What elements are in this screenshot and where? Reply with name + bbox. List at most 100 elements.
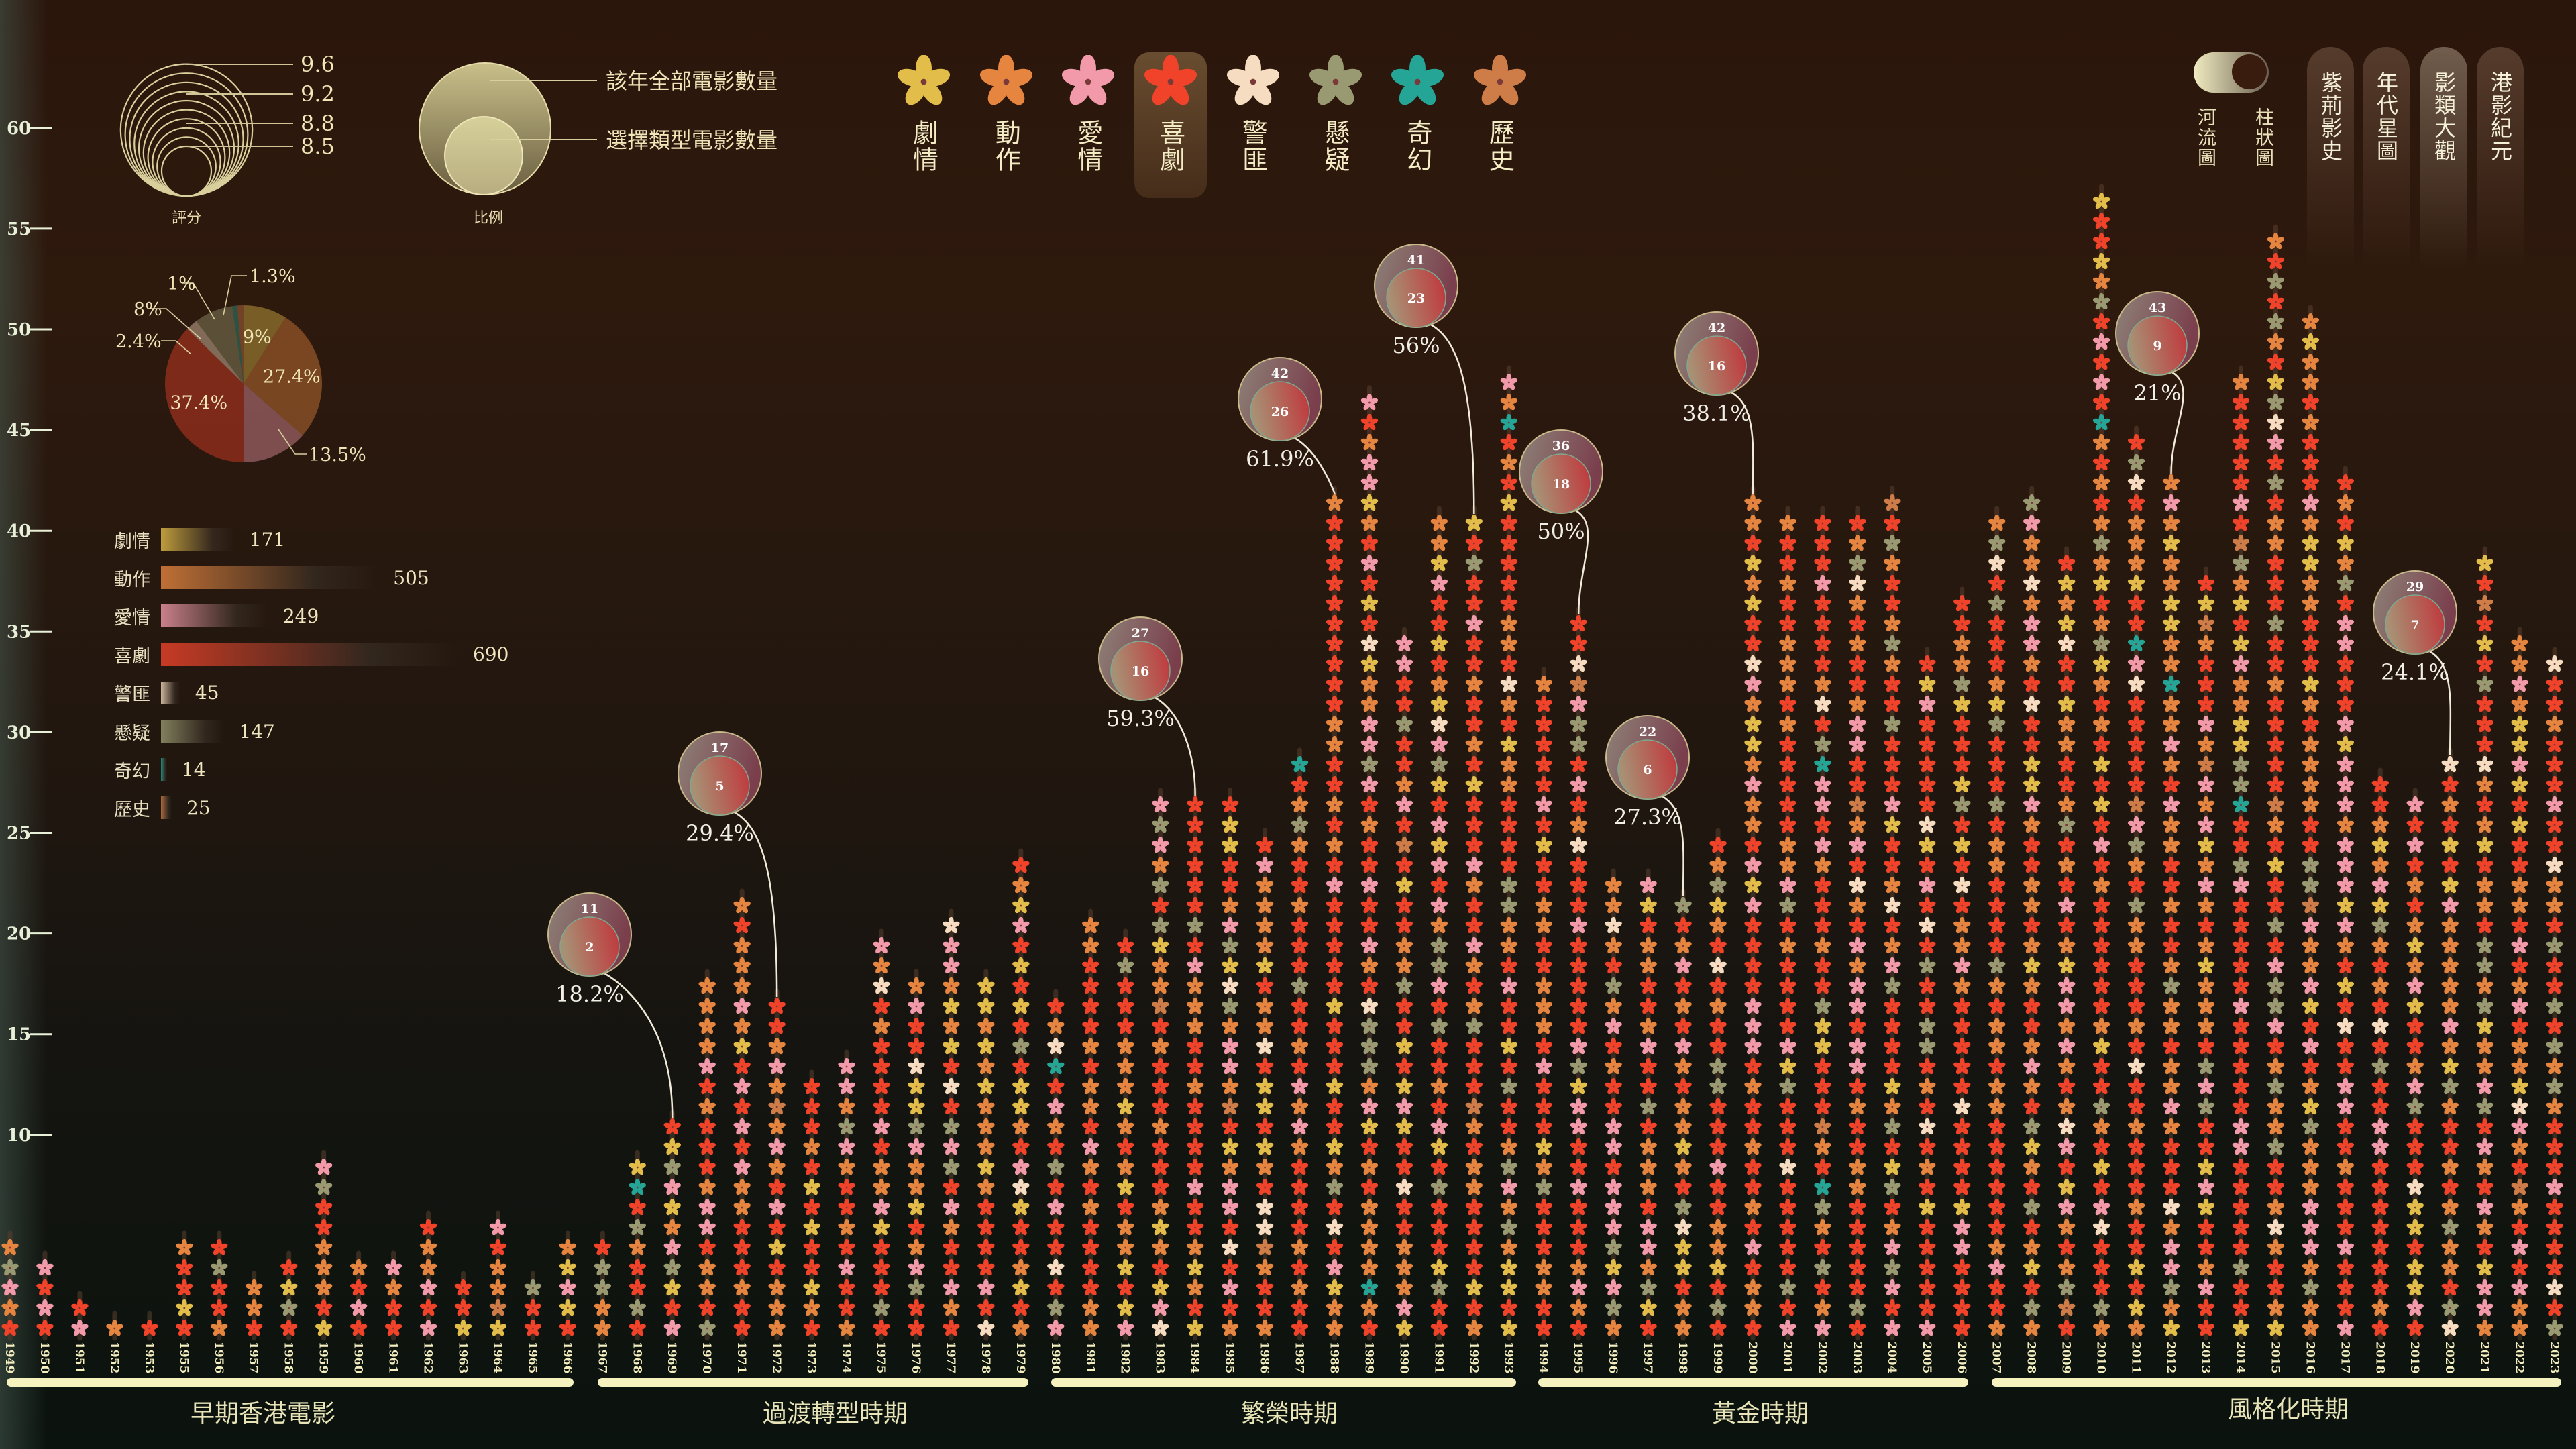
- genre-count-name: 動作: [114, 569, 150, 590]
- annotation-bubble[interactable]: 42 26 61.9%: [1238, 357, 1336, 494]
- year-column[interactable]: [1221, 788, 1240, 1341]
- year-column[interactable]: [2162, 466, 2181, 1341]
- year-column[interactable]: [1674, 888, 1693, 1341]
- year-column[interactable]: [36, 1250, 54, 1341]
- year-column[interactable]: [419, 1210, 438, 1341]
- year-column[interactable]: [1012, 848, 1030, 1341]
- year-column[interactable]: [1569, 606, 1588, 1341]
- nav-tab[interactable]: 紫荊影史: [2307, 47, 2354, 268]
- year-column[interactable]: [2302, 305, 2320, 1341]
- year-column[interactable]: [70, 1291, 89, 1341]
- genre-button[interactable]: 警匪: [1217, 52, 1289, 198]
- year-column[interactable]: [1186, 788, 1205, 1341]
- year-column[interactable]: [489, 1210, 508, 1341]
- year-column[interactable]: [1709, 828, 1727, 1341]
- year-column[interactable]: [663, 1110, 682, 1341]
- genre-button[interactable]: 懸疑: [1299, 52, 1372, 198]
- year-column[interactable]: [2545, 647, 2564, 1341]
- year-column[interactable]: [733, 888, 751, 1341]
- annotation-bubble[interactable]: 17 5 29.4%: [678, 731, 778, 998]
- year-column[interactable]: [524, 1271, 543, 1341]
- year-column[interactable]: [1, 1230, 19, 1341]
- annotation-bubble[interactable]: 43 9 21%: [2115, 291, 2200, 474]
- year-column[interactable]: [1953, 586, 1972, 1341]
- year-column[interactable]: [1326, 486, 1344, 1341]
- year-column[interactable]: [1639, 868, 1658, 1341]
- view-toggle-switch[interactable]: [2194, 52, 2269, 93]
- year-column[interactable]: [872, 928, 891, 1341]
- year-column[interactable]: [2092, 184, 2111, 1341]
- genre-button[interactable]: 動作: [970, 52, 1042, 198]
- year-column[interactable]: [1743, 486, 1762, 1341]
- year-column[interactable]: [175, 1230, 194, 1341]
- year-column[interactable]: [559, 1230, 578, 1341]
- year-column[interactable]: [1918, 647, 1937, 1341]
- year-column[interactable]: [594, 1230, 612, 1341]
- year-column[interactable]: [698, 969, 716, 1341]
- year-column[interactable]: [1081, 908, 1100, 1341]
- year-column[interactable]: [1988, 506, 2006, 1341]
- nav-tab[interactable]: 影類大觀: [2420, 47, 2467, 268]
- genre-button[interactable]: 喜劇: [1134, 52, 1208, 198]
- year-column[interactable]: [1360, 385, 1379, 1341]
- year-column[interactable]: [140, 1311, 159, 1341]
- year-column[interactable]: [1046, 989, 1065, 1341]
- genre-button[interactable]: 劇情: [888, 52, 960, 198]
- annotation-bubble[interactable]: 27 16 59.3%: [1098, 616, 1196, 796]
- year-column[interactable]: [1813, 506, 1832, 1341]
- year-column[interactable]: [1604, 868, 1623, 1341]
- year-column[interactable]: [2127, 425, 2146, 1341]
- year-column[interactable]: [767, 989, 786, 1341]
- nav-tab[interactable]: 港影紀元: [2477, 47, 2524, 268]
- annotation-bubble[interactable]: 22 6 27.3%: [1605, 715, 1690, 897]
- year-column[interactable]: [1778, 506, 1797, 1341]
- year-column[interactable]: [1848, 506, 1867, 1341]
- year-column[interactable]: [837, 1049, 856, 1341]
- year-column[interactable]: [2371, 767, 2390, 1341]
- year-column[interactable]: [245, 1271, 264, 1341]
- year-column[interactable]: [1883, 486, 1902, 1341]
- annotation-bubble[interactable]: 11 2 18.2%: [547, 892, 674, 1118]
- year-column[interactable]: [105, 1311, 124, 1341]
- year-column[interactable]: [977, 969, 996, 1341]
- year-column[interactable]: [2440, 747, 2459, 1341]
- year-column[interactable]: [2232, 365, 2251, 1341]
- year-column[interactable]: [1291, 747, 1309, 1341]
- year-column[interactable]: [2406, 788, 2424, 1341]
- year-column[interactable]: [1500, 365, 1519, 1341]
- year-column[interactable]: [315, 1150, 333, 1341]
- genre-button[interactable]: 奇幻: [1381, 52, 1454, 198]
- year-column[interactable]: [629, 1150, 647, 1341]
- year-column[interactable]: [280, 1250, 299, 1341]
- genre-button[interactable]: 愛情: [1052, 52, 1124, 198]
- year-column[interactable]: [1151, 788, 1170, 1341]
- year-column[interactable]: [350, 1250, 368, 1341]
- annotation-bubble[interactable]: 29 7 24.1%: [2373, 570, 2457, 756]
- year-column[interactable]: [2337, 466, 2355, 1341]
- year-column[interactable]: [1116, 928, 1135, 1341]
- year-column[interactable]: [1430, 506, 1449, 1341]
- year-column[interactable]: [2023, 486, 2041, 1341]
- year-column[interactable]: [2510, 627, 2529, 1341]
- year-column[interactable]: [210, 1230, 229, 1341]
- year-column[interactable]: [1395, 627, 1414, 1341]
- annotation-bubble[interactable]: 42 16 38.1%: [1674, 311, 1759, 494]
- year-column[interactable]: [2267, 224, 2286, 1341]
- annotation-bubble[interactable]: 41 23 56%: [1374, 244, 1475, 515]
- year-column[interactable]: [802, 1069, 821, 1341]
- year-column[interactable]: [2475, 546, 2494, 1341]
- year-column[interactable]: [2057, 546, 2076, 1341]
- year-column[interactable]: [2197, 566, 2216, 1341]
- toggle-label-bar[interactable]: 柱狀圖: [2253, 107, 2275, 168]
- nav-tab[interactable]: 年代星圖: [2363, 47, 2410, 268]
- genre-button[interactable]: 歷史: [1464, 52, 1536, 198]
- toggle-label-river[interactable]: 河流圖: [2195, 107, 2217, 168]
- year-column[interactable]: [384, 1250, 403, 1341]
- annotation-bubble[interactable]: 36 18 50%: [1519, 429, 1603, 615]
- year-column[interactable]: [1465, 506, 1484, 1341]
- year-column[interactable]: [1534, 667, 1553, 1341]
- year-column[interactable]: [907, 969, 926, 1341]
- year-column[interactable]: [454, 1271, 473, 1341]
- year-column[interactable]: [942, 908, 961, 1341]
- year-column[interactable]: [1256, 828, 1275, 1341]
